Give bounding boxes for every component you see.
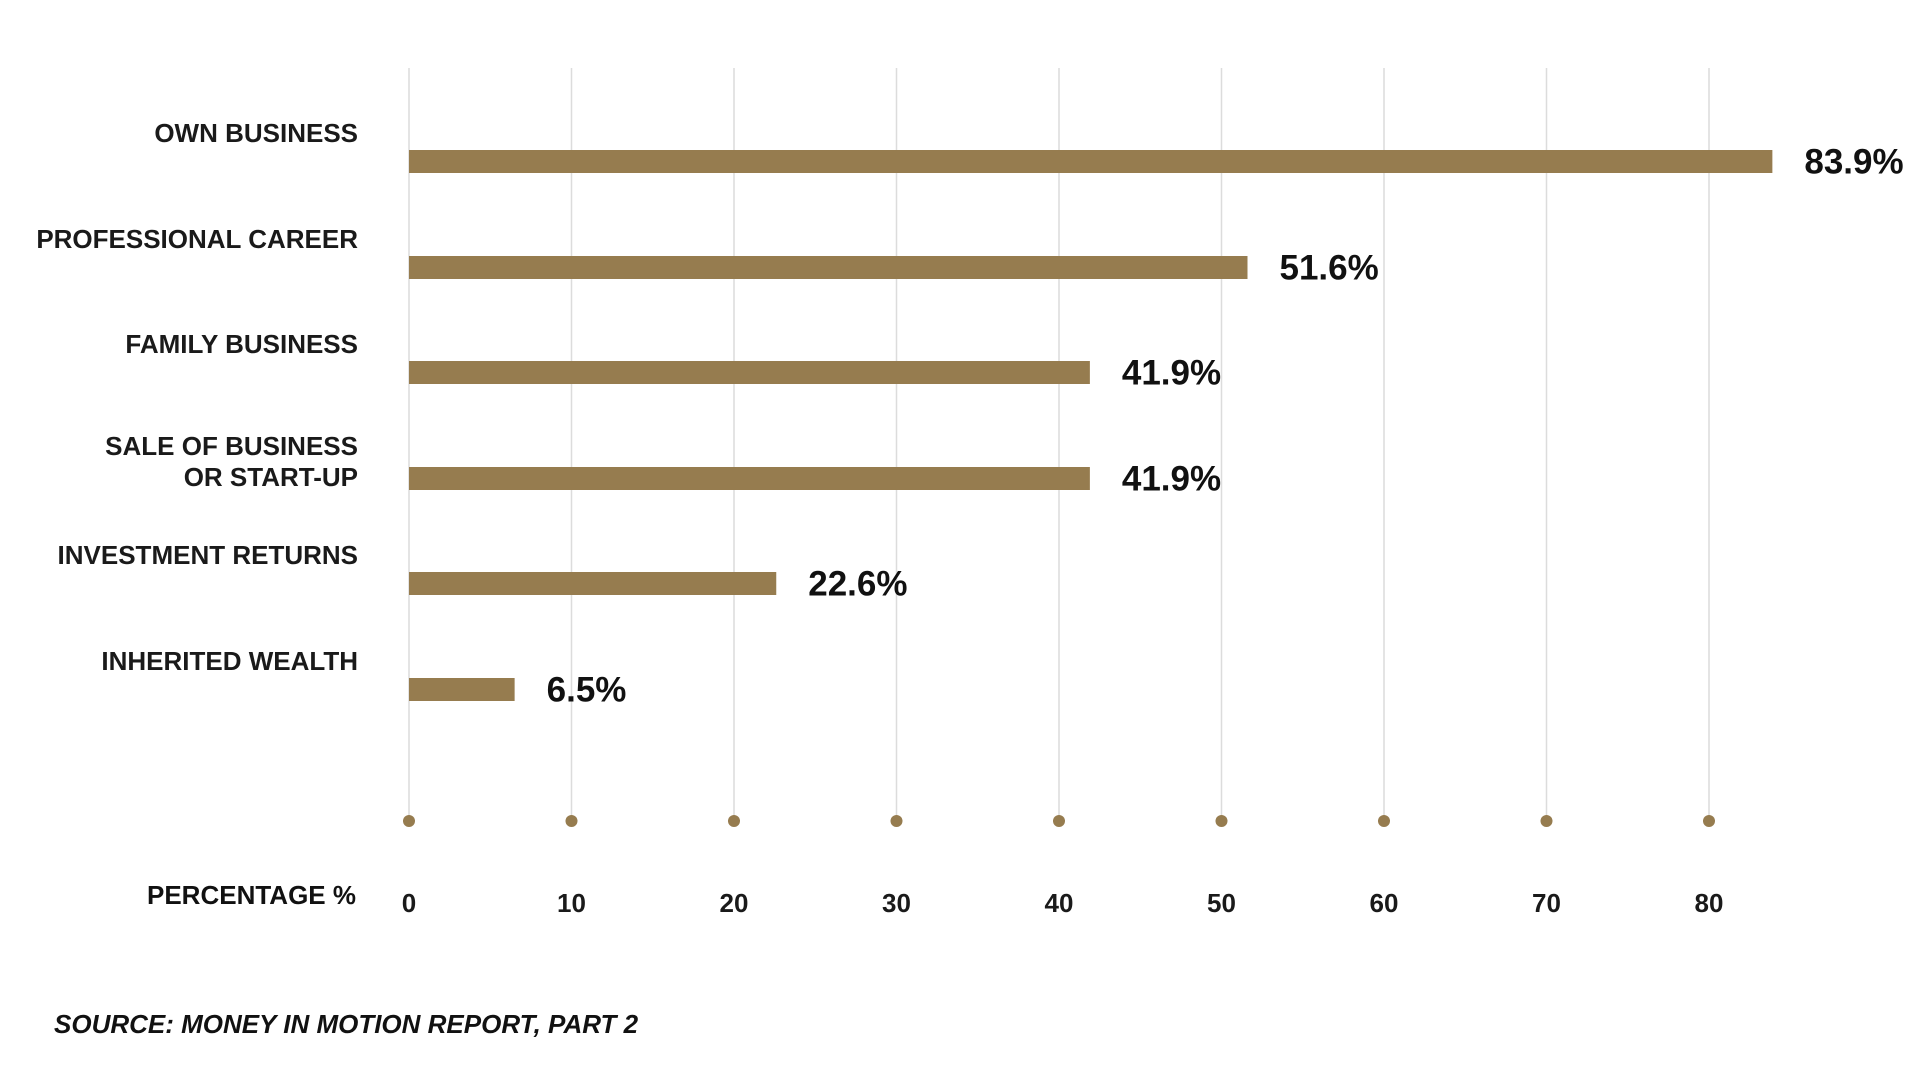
value-labels: 83.9% 51.6% 41.9% 41.9% 22.6% 6.5%: [547, 143, 1904, 710]
bar: [409, 678, 515, 701]
x-tick-label: 30: [882, 888, 911, 918]
x-axis-title: PERCENTAGE %: [147, 880, 356, 910]
x-tick-label: 60: [1370, 888, 1399, 918]
category-label-line: OWN BUSINESS: [154, 118, 358, 148]
tick-dot: [403, 815, 415, 827]
x-tick-label: 70: [1532, 888, 1561, 918]
x-tick-label: 80: [1695, 888, 1724, 918]
x-tick-label: 20: [720, 888, 749, 918]
bar: [409, 467, 1090, 490]
x-tick-label: 0: [402, 888, 416, 918]
x-tick-label: 50: [1207, 888, 1236, 918]
tick-dot: [1540, 815, 1553, 827]
source-note: SOURCE: MONEY IN MOTION REPORT, PART 2: [54, 1009, 639, 1039]
category-label-line: INVESTMENT RETURNS: [58, 540, 358, 570]
gridlines: [408, 68, 1710, 815]
bars: [409, 150, 1773, 701]
category-label-line: FAMILY BUSINESS: [125, 329, 358, 359]
bar: [409, 256, 1248, 279]
bar: [409, 572, 777, 595]
tick-dot: [565, 815, 578, 827]
category-labels: OWN BUSINESS PROFESSIONAL CAREER FAMILY BU…: [36, 118, 358, 676]
tick-dot: [1703, 815, 1715, 827]
category-label-line: SALE OF BUSINESS: [105, 431, 358, 461]
data-label: 41.9%: [1122, 354, 1221, 393]
category-label: FAMILY BUSINESS: [125, 329, 358, 359]
x-tick-label: 40: [1045, 888, 1074, 918]
tick-dot: [1215, 815, 1228, 827]
tick-dot: [890, 815, 903, 827]
data-label: 41.9%: [1122, 460, 1221, 499]
category-label: SALE OF BUSINESS OR START-UP: [105, 431, 358, 492]
category-label: INHERITED WEALTH: [101, 646, 358, 676]
x-tick-label: 10: [557, 888, 586, 918]
tick-dot: [1053, 815, 1065, 827]
category-label-line: PROFESSIONAL CAREER: [36, 224, 358, 254]
data-label: 83.9%: [1804, 143, 1903, 182]
x-axis-ticks: 0 10 20 30 40 50 60 70 80: [402, 815, 1724, 918]
data-label: 6.5%: [547, 671, 627, 710]
data-label: 51.6%: [1280, 249, 1379, 288]
data-label: 22.6%: [808, 565, 907, 604]
category-label: OWN BUSINESS: [154, 118, 358, 148]
category-label: INVESTMENT RETURNS: [58, 540, 358, 570]
bar: [409, 361, 1090, 384]
category-label: PROFESSIONAL CAREER: [36, 224, 358, 254]
category-label-line: INHERITED WEALTH: [101, 646, 358, 676]
tick-dot: [1378, 815, 1390, 827]
tick-dot: [728, 815, 740, 827]
category-label-line: OR START-UP: [184, 462, 358, 492]
bar: [409, 150, 1773, 173]
